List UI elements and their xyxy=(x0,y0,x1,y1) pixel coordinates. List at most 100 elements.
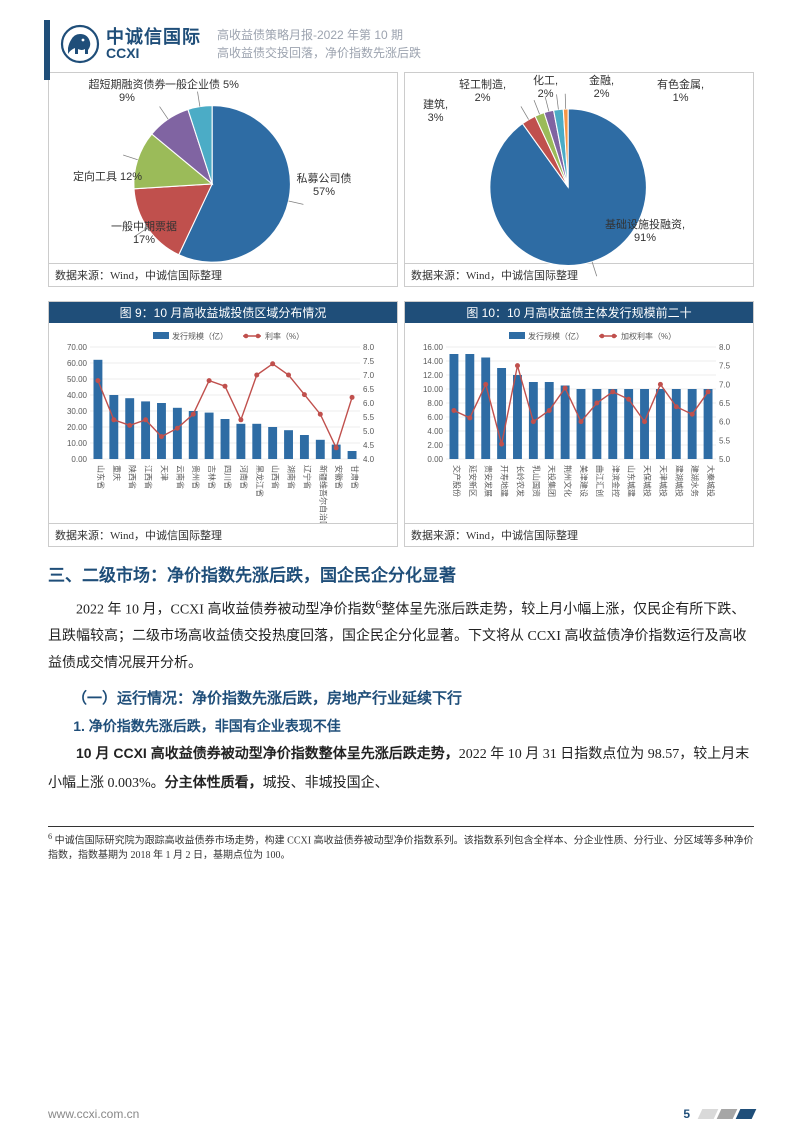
subsection-heading: （一）运行情况：净价指数先涨后跌，房地产行业延续下行 xyxy=(48,687,754,708)
chart9-title: 图 9：10 月高收益城投债区域分布情况 xyxy=(49,302,397,323)
p2-tail: 城投、非城投国企、 xyxy=(263,776,389,791)
footnote: 6 中诚信国际研究院为跟踪高收益债券市场走势，构建 CCXI 高收益债券被动型净… xyxy=(48,831,754,863)
svg-text:天津: 天津 xyxy=(159,465,169,481)
paragraph-1: 2022 年 10 月，CCXI 高收益债券被动型净价指数6整体呈先涨后跌走势，… xyxy=(48,594,754,677)
svg-text:交产股份: 交产股份 xyxy=(452,465,462,497)
svg-text:5.0: 5.0 xyxy=(363,427,375,436)
svg-text:建湖水务: 建湖水务 xyxy=(690,465,700,497)
svg-text:4.0: 4.0 xyxy=(363,455,375,464)
svg-text:10.00: 10.00 xyxy=(67,439,88,448)
svg-text:黑龙江省: 黑龙江省 xyxy=(255,465,265,497)
chart10: 0.002.004.006.008.0010.0012.0014.0016.00… xyxy=(409,327,749,523)
svg-text:贵安发展: 贵安发展 xyxy=(484,465,494,497)
header-line1: 高收益债策略月报-2022 年第 10 期 xyxy=(217,26,421,44)
p2-b1: 10 月 CCXI 高收益债券被动型净价指数整体呈先涨后跌走势， xyxy=(76,745,459,761)
source-right-2: 数据来源：Wind，中诚信国际整理 xyxy=(405,523,753,546)
p2-b2: 分主体性质看， xyxy=(165,774,263,790)
pie-slice-label: 定向工具 12% xyxy=(73,171,142,184)
section-heading: 三、二级市场：净价指数先涨后跌，国企民企分化显著 xyxy=(48,561,754,586)
svg-text:0.00: 0.00 xyxy=(427,455,443,464)
svg-text:长岭农发: 长岭农发 xyxy=(515,465,525,497)
svg-text:荆州文化: 荆州文化 xyxy=(563,465,573,497)
chart10-title: 图 10：10 月高收益债主体发行规模前二十 xyxy=(405,302,753,323)
pie-chart-left: 私募公司债 57%一般中期票据 17%定向工具 12%超短期融资债券 9%一般企… xyxy=(49,73,397,263)
header-caption: 高收益债策略月报-2022 年第 10 期 高收益债交投回落，净价指数先涨后跌 xyxy=(217,26,421,62)
svg-text:5.0: 5.0 xyxy=(719,455,731,464)
svg-text:江西省: 江西省 xyxy=(144,465,154,489)
pie-slice-label: 基础设施投融资,91% xyxy=(605,219,685,245)
svg-text:5.5: 5.5 xyxy=(719,436,731,445)
pie-slice-label: 私募公司债 57% xyxy=(284,173,364,199)
svg-text:利率（%）: 利率（%） xyxy=(265,331,304,341)
svg-text:50.00: 50.00 xyxy=(67,375,88,384)
p1-a: 2022 年 10 月，CCXI 高收益债券被动型净价指数 xyxy=(76,603,375,618)
svg-text:大秦城投: 大秦城投 xyxy=(706,465,716,497)
svg-text:5.5: 5.5 xyxy=(363,413,375,422)
pie-panel-right: 基础设施投融资,91% 建筑,3% 轻工制造,2% 化工,2% 金融,2% 有色金属,1%… xyxy=(404,72,754,287)
svg-text:乳山国资: 乳山国资 xyxy=(531,465,541,497)
svg-text:60.00: 60.00 xyxy=(67,359,88,368)
svg-text:曲江汇创: 曲江汇创 xyxy=(595,465,605,497)
elephant-icon xyxy=(60,24,100,64)
combo-panel-left: 图 9：10 月高收益城投债区域分布情况 0.0010.0020.0030.00… xyxy=(48,301,398,547)
svg-text:辽宁省: 辽宁省 xyxy=(302,465,312,489)
svg-text:7.0: 7.0 xyxy=(719,380,731,389)
svg-text:山东省: 山东省 xyxy=(96,465,106,489)
footer-stripes-icon xyxy=(700,1109,754,1119)
footer-page: 5 xyxy=(683,1107,690,1121)
pie-chart-right: 基础设施投融资,91% 建筑,3% 轻工制造,2% 化工,2% 金融,2% 有色金属,1% xyxy=(405,73,753,263)
svg-text:6.00: 6.00 xyxy=(427,413,443,422)
svg-text:4.00: 4.00 xyxy=(427,427,443,436)
page-header: 中诚信国际 CCXI 高收益债策略月报-2022 年第 10 期 高收益债交投回… xyxy=(48,24,754,64)
svg-text:津滨金控: 津滨金控 xyxy=(611,465,621,497)
footnote-rule xyxy=(48,826,754,827)
chart9: 0.0010.0020.0030.0040.0050.0060.0070.004… xyxy=(53,327,393,523)
svg-text:山东城建: 山东城建 xyxy=(627,465,637,497)
svg-text:16.00: 16.00 xyxy=(423,343,444,352)
svg-text:天保城投: 天保城投 xyxy=(643,465,653,497)
svg-text:河南省: 河南省 xyxy=(239,465,249,489)
header-line2: 高收益债交投回落，净价指数先涨后跌 xyxy=(217,44,421,62)
svg-text:甘肃省: 甘肃省 xyxy=(350,465,360,489)
svg-text:14.00: 14.00 xyxy=(423,357,444,366)
pie-slice-label: 一般企业债 5% xyxy=(165,79,239,92)
svg-text:吉林省: 吉林省 xyxy=(207,465,217,489)
svg-text:云南省: 云南省 xyxy=(175,465,185,489)
pie-slice-label: 有色金属,1% xyxy=(657,79,704,105)
svg-text:7.0: 7.0 xyxy=(363,371,375,380)
svg-text:安徽省: 安徽省 xyxy=(334,465,344,489)
pie-slice-label: 建筑,3% xyxy=(423,99,448,125)
svg-text:12.00: 12.00 xyxy=(423,371,444,380)
svg-text:4.5: 4.5 xyxy=(363,441,375,450)
page-footer: www.ccxi.com.cn 5 xyxy=(48,1107,754,1121)
svg-text:新疆维吾尔自治区: 新疆维吾尔自治区 xyxy=(318,465,328,523)
svg-text:湖南省: 湖南省 xyxy=(287,465,297,489)
svg-text:70.00: 70.00 xyxy=(67,343,88,352)
svg-text:8.0: 8.0 xyxy=(363,343,375,352)
svg-text:20.00: 20.00 xyxy=(67,423,88,432)
pie-slice-label: 金融,2% xyxy=(589,75,614,101)
logo: 中诚信国际 CCXI xyxy=(60,24,201,64)
svg-text:延安新区: 延安新区 xyxy=(468,465,478,497)
svg-text:7.5: 7.5 xyxy=(363,357,375,366)
svg-text:8.0: 8.0 xyxy=(719,343,731,352)
svg-text:开寿地建: 开寿地建 xyxy=(500,465,510,497)
footnote-text: 中诚信国际研究院为跟踪高收益债券市场走势，构建 CCXI 高收益债券被动型净价指… xyxy=(48,835,754,861)
subsub-heading: 1. 净价指数先涨后跌，非国有企业表现不佳 xyxy=(48,716,754,736)
svg-text:发行规模（亿）: 发行规模（亿） xyxy=(528,331,584,341)
svg-text:山西省: 山西省 xyxy=(271,465,281,489)
pie-slice-label: 化工,2% xyxy=(533,75,558,101)
footer-url: www.ccxi.com.cn xyxy=(48,1107,139,1121)
svg-text:陕西省: 陕西省 xyxy=(128,465,138,489)
svg-text:天投集团: 天投集团 xyxy=(547,465,557,497)
combo-panel-right: 图 10：10 月高收益债主体发行规模前二十 0.002.004.006.008… xyxy=(404,301,754,547)
svg-text:天津城投: 天津城投 xyxy=(658,465,668,497)
logo-text-en: CCXI xyxy=(106,46,201,60)
pie-slice-label: 轻工制造,2% xyxy=(459,79,506,105)
svg-text:40.00: 40.00 xyxy=(67,391,88,400)
svg-text:7.5: 7.5 xyxy=(719,362,731,371)
paragraph-2: 10 月 CCXI 高收益债券被动型净价指数整体呈先涨后跌走势，2022 年 1… xyxy=(48,740,754,797)
svg-text:加权利率（%）: 加权利率（%） xyxy=(621,331,676,341)
svg-text:贵州省: 贵州省 xyxy=(191,465,201,489)
svg-text:建湖城投: 建湖城投 xyxy=(674,465,684,497)
